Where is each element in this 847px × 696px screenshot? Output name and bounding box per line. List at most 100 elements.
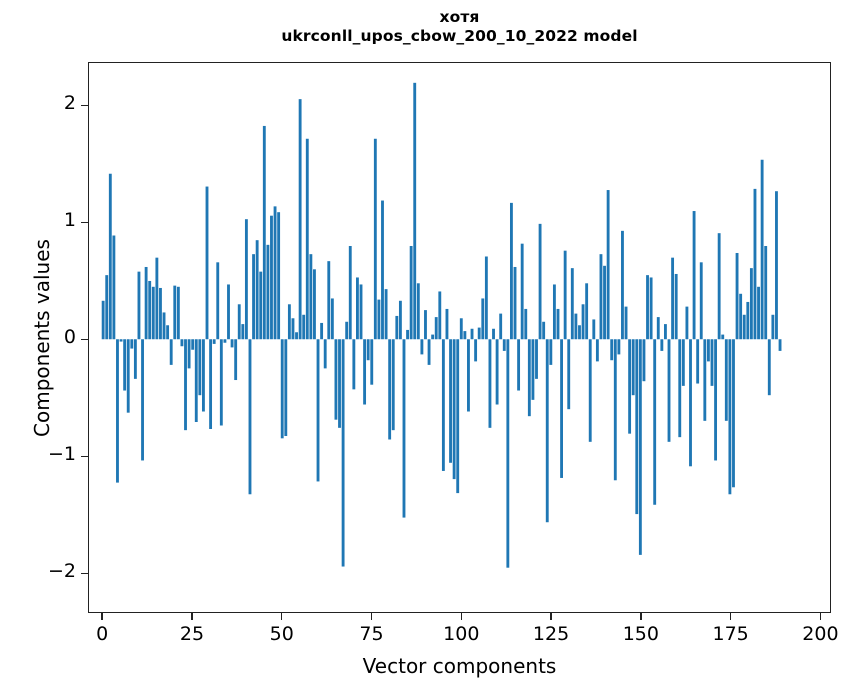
bar bbox=[234, 339, 238, 381]
bar bbox=[535, 339, 538, 379]
bar bbox=[671, 257, 675, 340]
bar bbox=[194, 339, 198, 423]
y-tick-mark bbox=[81, 455, 88, 457]
bar bbox=[678, 339, 682, 438]
bar bbox=[316, 339, 320, 482]
x-tick-mark bbox=[191, 613, 193, 620]
bar bbox=[764, 246, 768, 340]
bar bbox=[706, 339, 710, 362]
y-tick-mark bbox=[81, 572, 88, 574]
bar bbox=[255, 240, 259, 340]
bar bbox=[545, 339, 549, 523]
bar bbox=[463, 331, 467, 340]
bar bbox=[574, 313, 578, 340]
y-tick-label: 1 bbox=[63, 209, 76, 232]
bar bbox=[126, 339, 130, 413]
bar bbox=[384, 289, 388, 340]
bar bbox=[624, 306, 628, 340]
chart-title: хотя ukrconll_upos_cbow_200_10_2022 mode… bbox=[88, 8, 831, 46]
bar bbox=[527, 339, 531, 417]
y-tick-mark bbox=[81, 221, 88, 223]
bar bbox=[456, 339, 460, 494]
bar bbox=[674, 273, 678, 340]
bar bbox=[653, 339, 657, 505]
bar bbox=[373, 138, 377, 340]
bar bbox=[445, 308, 449, 340]
bar bbox=[595, 339, 599, 362]
bar bbox=[248, 339, 252, 495]
bar bbox=[714, 339, 718, 461]
bar bbox=[603, 265, 606, 340]
bar bbox=[105, 275, 109, 340]
bar bbox=[488, 339, 492, 428]
bar bbox=[151, 286, 155, 340]
bar bbox=[757, 286, 760, 340]
bar bbox=[237, 304, 241, 340]
y-tick-mark bbox=[81, 104, 88, 106]
x-tick-mark bbox=[370, 613, 373, 620]
bar bbox=[391, 339, 395, 431]
bar bbox=[470, 328, 474, 340]
bar bbox=[735, 252, 739, 340]
bar bbox=[291, 318, 295, 340]
bar bbox=[198, 339, 202, 396]
bar bbox=[166, 325, 170, 340]
bar bbox=[617, 339, 621, 355]
plot-axes bbox=[88, 62, 831, 613]
bar bbox=[449, 339, 452, 463]
y-tick-label: 0 bbox=[63, 326, 76, 349]
bar bbox=[320, 322, 324, 340]
bar bbox=[323, 339, 327, 369]
bar bbox=[205, 186, 209, 340]
bar bbox=[477, 327, 481, 340]
bar bbox=[209, 339, 213, 429]
bar bbox=[241, 324, 245, 340]
bar bbox=[638, 339, 642, 555]
bar bbox=[244, 219, 248, 340]
bar bbox=[592, 319, 596, 340]
bar bbox=[728, 339, 732, 495]
bar bbox=[567, 339, 571, 410]
bar bbox=[721, 334, 725, 340]
bar bbox=[116, 339, 119, 483]
bar bbox=[388, 339, 392, 440]
bar bbox=[287, 304, 291, 340]
bar bbox=[130, 339, 134, 349]
bar bbox=[355, 277, 359, 340]
bar bbox=[159, 287, 162, 340]
bar bbox=[538, 223, 542, 340]
bar bbox=[409, 246, 413, 340]
bar bbox=[327, 261, 331, 340]
bar bbox=[162, 312, 166, 340]
bar bbox=[438, 291, 442, 340]
bar bbox=[148, 280, 152, 340]
bar bbox=[284, 339, 288, 436]
bar bbox=[348, 246, 352, 340]
bar bbox=[277, 212, 281, 340]
bar bbox=[133, 339, 137, 379]
bar bbox=[341, 339, 345, 567]
x-tick-label: 175 bbox=[712, 623, 749, 645]
bar bbox=[313, 269, 316, 340]
bar bbox=[621, 230, 624, 340]
bar bbox=[699, 262, 703, 340]
x-tick-label: 75 bbox=[359, 623, 384, 645]
chart-title-line-1: хотя bbox=[439, 8, 480, 26]
bar bbox=[413, 82, 417, 340]
bar bbox=[660, 339, 664, 351]
x-tick-label: 100 bbox=[443, 623, 480, 645]
bar bbox=[613, 339, 617, 481]
bar bbox=[345, 321, 349, 340]
bar bbox=[685, 306, 689, 340]
bar bbox=[585, 283, 589, 340]
y-tick-label: −1 bbox=[47, 443, 76, 466]
bar bbox=[119, 339, 123, 342]
plot-area bbox=[89, 63, 830, 612]
bar bbox=[703, 339, 707, 421]
bar bbox=[667, 339, 671, 442]
bar bbox=[406, 329, 409, 340]
bar bbox=[441, 339, 445, 471]
bar bbox=[201, 339, 205, 412]
bar bbox=[753, 188, 757, 340]
bar bbox=[474, 339, 478, 362]
